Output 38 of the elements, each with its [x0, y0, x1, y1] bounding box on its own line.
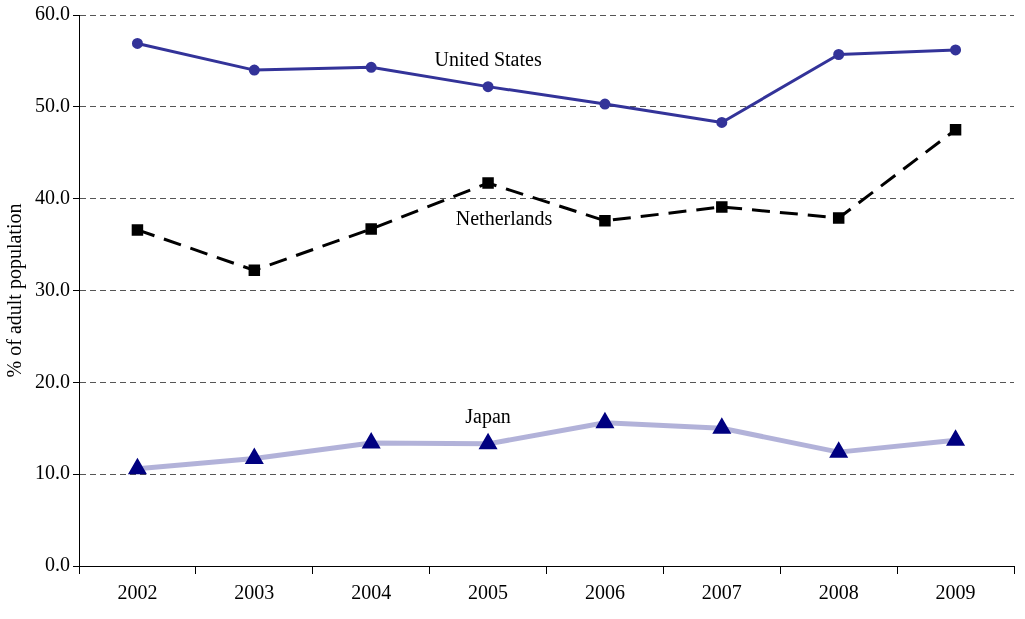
x-tick-label: 2009 [935, 581, 976, 604]
point [716, 201, 728, 213]
x-tick-label: 2005 [468, 581, 509, 604]
point [833, 48, 845, 60]
point [712, 417, 732, 434]
series-label: United States [434, 47, 542, 70]
point [599, 214, 611, 227]
y-tick-label: 20.0 [35, 369, 70, 392]
x-tick-label: 2002 [117, 581, 158, 604]
y-tick-label: 50.0 [35, 94, 70, 117]
x-tick-label: 2003 [234, 581, 275, 604]
y-tick-label: 40.0 [35, 185, 70, 208]
point [599, 98, 611, 110]
y-axis-title: % of adult population [3, 203, 27, 378]
y-tick-label: 0.0 [45, 553, 70, 576]
y-tick-label: 10.0 [35, 461, 70, 484]
point [482, 177, 494, 189]
point [950, 44, 962, 56]
x-tick-label: 2007 [701, 581, 742, 604]
point [829, 441, 849, 458]
point [482, 81, 494, 93]
series-label: Netherlands [455, 207, 553, 230]
x-tick-label: 2006 [584, 581, 625, 604]
point [131, 37, 143, 49]
series-label: Japan [465, 405, 511, 429]
x-tick-label: 2008 [818, 581, 859, 604]
y-tick-label: 30.0 [35, 277, 70, 300]
point [248, 264, 261, 277]
point [716, 116, 728, 128]
point [131, 224, 144, 236]
point [832, 212, 845, 224]
point [248, 64, 260, 76]
y-tick-label: 60.0 [35, 2, 70, 25]
x-tick-label: 2004 [351, 581, 392, 604]
point [946, 429, 965, 446]
point [365, 61, 377, 73]
point [365, 223, 377, 235]
point [949, 124, 962, 136]
